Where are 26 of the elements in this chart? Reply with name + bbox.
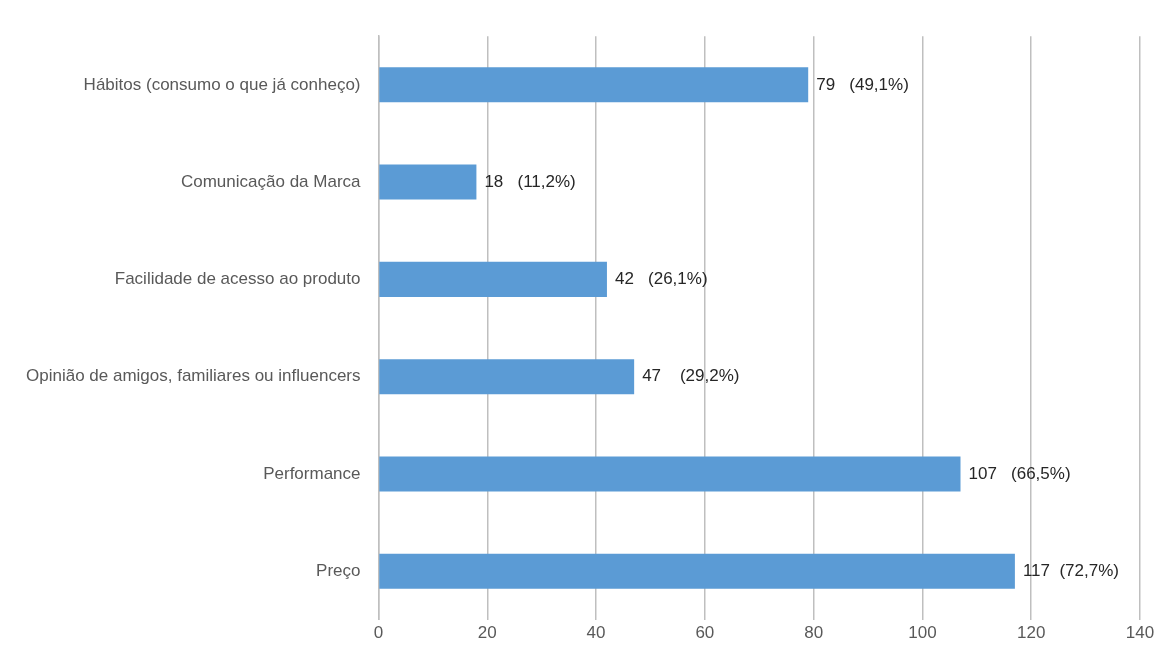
x-tick-label: 20 [477, 622, 497, 642]
data-label: 79 (49,1%) [816, 74, 909, 94]
x-tick-label: 80 [804, 622, 824, 642]
x-tick-label: 60 [695, 622, 715, 642]
data-label: 47 (29,2%) [642, 366, 740, 386]
bar [379, 359, 635, 395]
data-label: 42 (26,1%) [614, 269, 708, 289]
bar [379, 456, 961, 492]
data-label: 107 (66,5%) [968, 463, 1071, 483]
y-tick-label: Preço [316, 560, 361, 580]
y-tick-label: Facilidade de acesso ao produto [114, 269, 361, 289]
x-tick-label: 120 [1017, 622, 1046, 642]
x-tick-label: 100 [908, 622, 937, 642]
x-tick-label: 0 [373, 622, 384, 642]
bar [379, 261, 607, 297]
y-tick-label: Comunicação da Marca [180, 171, 362, 191]
x-tick-label: 140 [1125, 622, 1155, 642]
y-tick-label: Hábitos (consumo o que já conheço) [83, 74, 361, 94]
y-tick-label: Performance [263, 463, 361, 483]
x-tick-label: 40 [586, 622, 606, 642]
bar [379, 67, 809, 103]
bar [379, 553, 1015, 589]
data-label: 117 (72,7%) [1022, 560, 1119, 580]
y-tick-label: Opinião de amigos, familiares ou influencers [25, 366, 361, 386]
data-label: 18 (11,2%) [484, 171, 576, 191]
bar [379, 164, 477, 200]
